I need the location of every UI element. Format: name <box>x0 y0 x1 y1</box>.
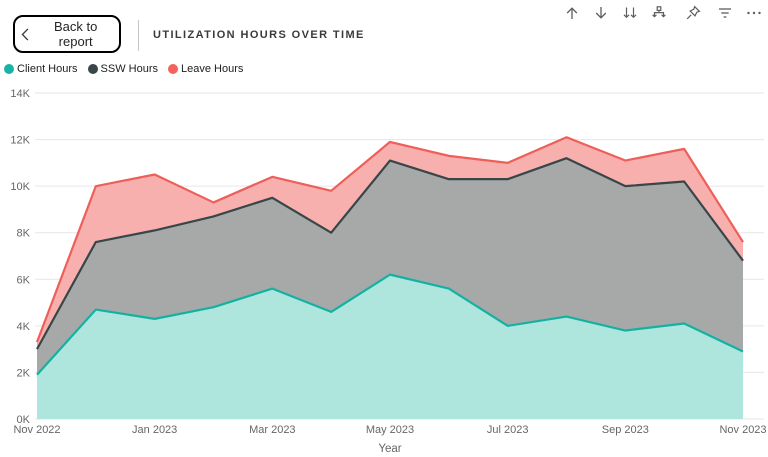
y-tick-label: 2K <box>17 367 31 379</box>
back-to-report-label: Back to report <box>53 19 98 49</box>
legend-item-client-hours[interactable]: Client Hours <box>4 63 78 75</box>
chart-legend: Client Hours SSW Hours Leave Hours <box>4 63 243 75</box>
legend-item-leave-hours[interactable]: Leave Hours <box>168 63 243 75</box>
legend-item-ssw-hours[interactable]: SSW Hours <box>87 63 158 75</box>
back-to-report-button[interactable]: Back to report <box>13 15 121 53</box>
x-tick-label: Mar 2023 <box>249 424 295 436</box>
chevron-left-icon <box>21 28 29 40</box>
client-hours-dot-icon <box>4 64 14 74</box>
x-tick-label: Jul 2023 <box>487 424 529 436</box>
y-tick-label: 14K <box>10 88 30 100</box>
x-tick-label: Jan 2023 <box>132 424 177 436</box>
visual-header-toolbar <box>563 4 763 22</box>
x-tick-label: Nov 2022 <box>13 424 60 436</box>
filter-icon[interactable] <box>716 4 734 22</box>
area-chart-canvas[interactable]: 0K 2K 4K 6K 8K 10K 12K 14K Nov 2022 Jan 2023 Mar 2… <box>0 85 768 457</box>
y-tick-label: 8K <box>17 228 31 240</box>
expand-all-icon[interactable] <box>650 4 668 22</box>
visual-title: UTILIZATION HOURS OVER TIME <box>153 29 365 41</box>
line-client-hours[interactable] <box>36 273 744 376</box>
x-tick-label: May 2023 <box>366 424 414 436</box>
y-tick-label: 12K <box>10 135 30 147</box>
area-client-hours[interactable] <box>37 274 743 419</box>
x-tick-label: Nov 2023 <box>719 424 766 436</box>
go-to-next-level-icon[interactable] <box>621 4 639 22</box>
legend-label: SSW Hours <box>100 63 158 75</box>
y-tick-label: 4K <box>17 321 31 333</box>
y-tick-label: 0K <box>17 414 31 426</box>
header-divider <box>138 20 139 51</box>
legend-label: Client Hours <box>17 63 78 75</box>
leave-hours-dot-icon <box>168 64 178 74</box>
x-tick-label: Sep 2023 <box>602 424 649 436</box>
ssw-hours-dot-icon <box>87 64 98 74</box>
drill-up-icon[interactable] <box>563 4 581 22</box>
x-axis-title: Year <box>378 443 401 455</box>
more-options-icon[interactable] <box>745 4 763 22</box>
pin-icon[interactable] <box>684 4 702 22</box>
utilization-area-chart[interactable]: 0K 2K 4K 6K 8K 10K 12K 14K Nov 2022 Jan 2023 Mar 2… <box>0 85 768 457</box>
line-leave-hours[interactable] <box>35 136 744 343</box>
drill-down-icon[interactable] <box>592 4 610 22</box>
legend-label: Leave Hours <box>181 63 244 75</box>
line-ssw-hours[interactable] <box>36 157 744 350</box>
y-tick-label: 6K <box>17 274 31 286</box>
y-tick-label: 10K <box>10 181 30 193</box>
